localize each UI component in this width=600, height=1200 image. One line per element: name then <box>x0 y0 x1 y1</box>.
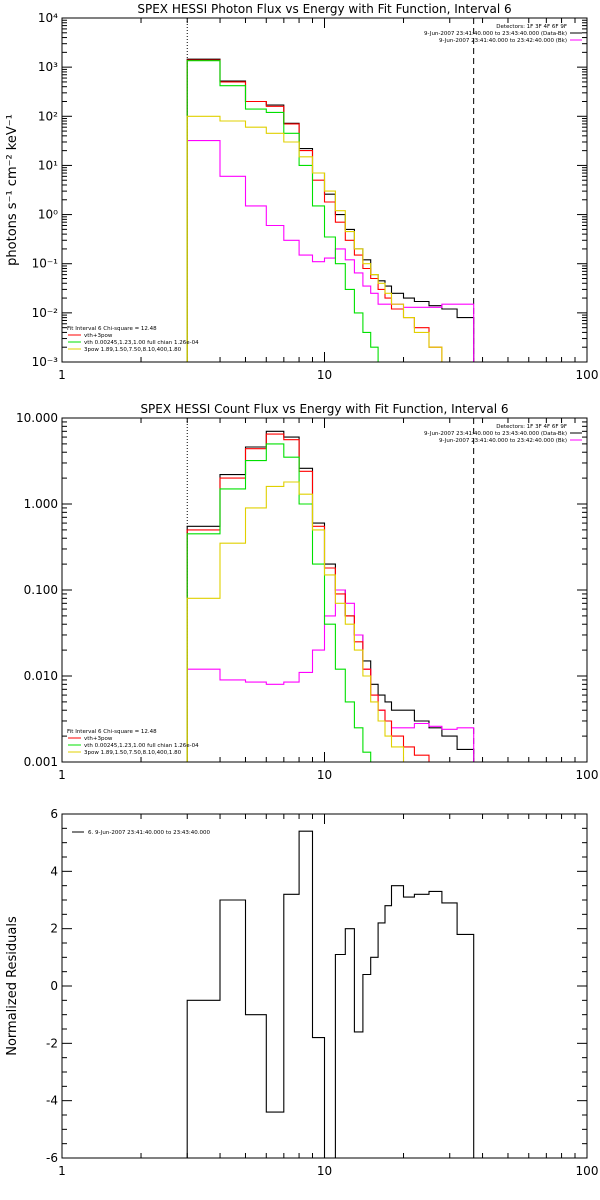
legend-top-right-text: Detectors: 1F 3F 4F 6F 9F <box>496 24 567 30</box>
series-data-bk-line <box>186 58 475 362</box>
x-tick-label: 1 <box>58 768 66 782</box>
plot-frame <box>61 813 588 1159</box>
y-tick-label: 10⁻¹ <box>32 257 59 271</box>
x-tick-label: 1 <box>58 368 66 382</box>
x-tick-label: 100 <box>576 1164 599 1178</box>
plot-frame <box>61 17 588 363</box>
chart-panel-1: SPEX HESSI Photon Flux vs Energy with Fi… <box>5 2 598 382</box>
series-vth-3pow-line <box>186 59 474 362</box>
y-tick-label: 4 <box>50 864 58 878</box>
y-tick-label: 0 <box>50 979 58 993</box>
series-residuals-line <box>186 830 475 1158</box>
legend-bottom-left-text: 3pow 1.89,1.50,7.50,8.10,400,1.80 <box>84 750 182 756</box>
y-tick-label: -2 <box>46 1036 58 1050</box>
y-tick-label: 10² <box>38 109 58 123</box>
y-tick-label: 2 <box>50 922 58 936</box>
y-tick-label: 1.000 <box>24 497 58 511</box>
chart-panel-3: 1 10 100 6 4 2 0 -2 -4 -6 Normalized Residuals 6. 9… <box>5 807 598 1178</box>
legend-bottom-left-text: vth+3pow <box>84 333 113 339</box>
y-tick-label: 10⁻² <box>32 306 59 320</box>
chart-panel-2: SPEX HESSI Count Flux vs Energy with Fit… <box>16 402 598 782</box>
legend-top-right-text: 9-Jun-2007 23:41:40.000 to 23:43:40.000 … <box>424 431 567 437</box>
series-bk-line <box>186 589 475 762</box>
x-tick-label: 100 <box>576 768 599 782</box>
series-group <box>186 830 475 1158</box>
series-group <box>186 430 475 762</box>
x-tick-label: 1 <box>58 1164 66 1178</box>
x-tick-label: 10 <box>317 1164 332 1178</box>
y-tick-label: 0.100 <box>24 583 58 597</box>
y-tick-label: 0.001 <box>24 755 58 769</box>
series-data-bk-line <box>186 430 475 762</box>
series-vth-3pow-line <box>186 433 474 762</box>
chart-title: SPEX HESSI Count Flux vs Energy with Fit… <box>140 402 508 416</box>
chart-title: SPEX HESSI Photon Flux vs Energy with Fi… <box>137 2 511 16</box>
legend-top-right-text: 9-Jun-2007 23:41:40.000 to 23:43:40.000 … <box>424 31 567 37</box>
y-tick-label: 10¹ <box>38 158 58 172</box>
y-tick-label: 6 <box>50 807 58 821</box>
legend-bottom-left-text: vth 0.00245,1.23,1.00 full chian 1.26e-0… <box>84 743 199 749</box>
series-3pow-line <box>186 481 474 762</box>
series-vth-line <box>186 443 474 762</box>
legend-bottom-left-text: Fit Interval 6 Chi-square = 12.48 <box>67 326 157 332</box>
x-tick-label: 10 <box>317 768 332 782</box>
y-tick-label: -6 <box>46 1151 58 1165</box>
x-tick-label: 10 <box>317 368 332 382</box>
y-tick-label: -4 <box>46 1094 58 1108</box>
x-tick-label: 100 <box>576 368 599 382</box>
y-axis-label: Normalized Residuals <box>5 916 20 1056</box>
series-group <box>186 58 475 362</box>
series-bk-line <box>186 140 475 362</box>
y-tick-label: 10⁻³ <box>32 355 59 369</box>
y-tick-label: 10³ <box>38 60 58 74</box>
series-3pow-line <box>186 115 474 362</box>
legend-bottom-left-text: vth 0.00245,1.23,1.00 full chian 1.26e-0… <box>84 340 199 346</box>
legend-bottom-left-text: 3pow 1.89,1.50,7.50,8.10,400,1.80 <box>84 347 182 353</box>
legend-top-right-text: 9-Jun-2007 23:41:40.000 to 23:42:40.000 … <box>439 438 567 444</box>
legend-top-right-text: 9-Jun-2007 23:41:40.000 to 23:42:40.000 … <box>439 38 567 44</box>
y-axis-label: photons s⁻¹ cm⁻² keV⁻¹ <box>5 114 20 266</box>
y-tick-label: 10⁰ <box>38 208 58 222</box>
y-tick-label: 10⁴ <box>38 11 58 25</box>
legend-top-right-text: Detectors: 1F 3F 4F 6F 9F <box>496 424 567 430</box>
legend-bottom-left-text: vth+3pow <box>84 736 113 742</box>
legend-top-left-text: 6. 9-Jun-2007 23:41:40.000 to 23:43:40.0… <box>88 830 211 836</box>
y-tick-label: 10.000 <box>16 411 58 425</box>
y-tick-label: 0.010 <box>24 669 58 683</box>
legend-bottom-left-text: Fit Interval 6 Chi-square = 12.48 <box>67 729 157 735</box>
plot-frame <box>61 417 588 763</box>
series-vth-line <box>186 60 474 362</box>
